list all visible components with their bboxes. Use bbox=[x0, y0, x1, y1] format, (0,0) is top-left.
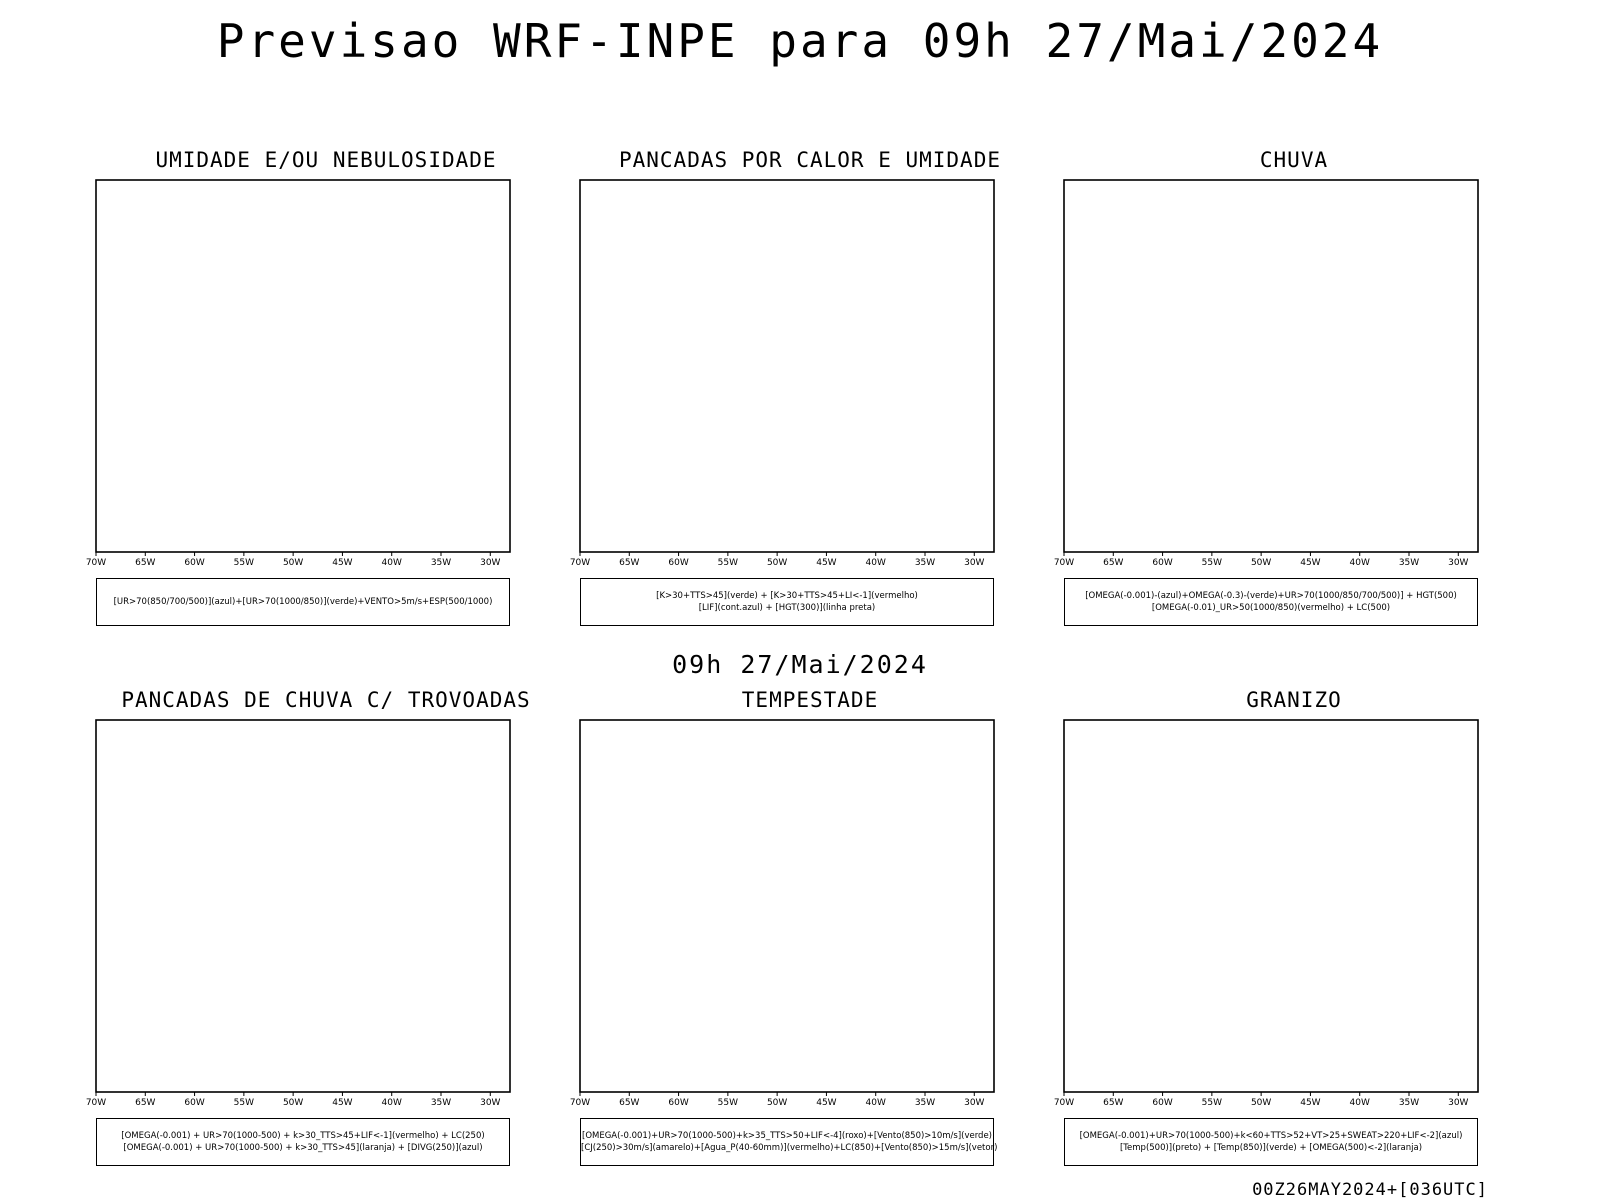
lon-tick-label: 40W bbox=[382, 1098, 402, 1108]
lon-tick-label: 45W bbox=[1300, 558, 1320, 568]
lon-tick-label: 45W bbox=[816, 1098, 836, 1108]
lon-tick-label: 60W bbox=[184, 558, 204, 568]
map-panel: GRANIZO -3-9-12-12-15-18-21-21-2791215182… bbox=[1054, 688, 1524, 1166]
lon-tick-label: 40W bbox=[382, 558, 402, 568]
main-title: Previsao WRF-INPE para 09h 27/Mai/2024 bbox=[216, 14, 1384, 68]
lon-tick-label: 65W bbox=[1103, 558, 1123, 568]
lon-tick-label: 35W bbox=[915, 1098, 935, 1108]
panel-title: GRANIZO bbox=[1246, 688, 1342, 712]
lon-tick-label: 30W bbox=[480, 558, 500, 568]
legend-line: [OMEGA(-0.01)_UR>50(1000/850)(vermelho) … bbox=[1151, 603, 1391, 613]
lon-tick-label: 60W bbox=[668, 1098, 688, 1108]
lon-tick-label: 40W bbox=[866, 558, 886, 568]
lon-tick-label: 35W bbox=[431, 1098, 451, 1108]
map-plot: 1016102010161020102010241028102810321028… bbox=[86, 179, 511, 568]
lon-tick-label: 65W bbox=[619, 1098, 639, 1108]
panel-title: PANCADAS POR CALOR E UMIDADE bbox=[618, 148, 1001, 172]
map-frame bbox=[1063, 719, 1479, 1093]
legend-line: [OMEGA(-0.001) + UR>70(1000-500) + k>30_… bbox=[121, 1131, 485, 1141]
panel-legend: [OMEGA(-0.001) + UR>70(1000-500) + k>30_… bbox=[96, 1118, 510, 1166]
panel-title: CHUVA bbox=[1259, 148, 1329, 172]
lon-tick-label: 45W bbox=[332, 1098, 352, 1108]
lon-tick-label: 55W bbox=[234, 1098, 254, 1108]
legend-line: [OMEGA(-0.001)-(azul)+OMEGA(-0.3)-(verde… bbox=[1085, 591, 1457, 601]
lon-tick-label: 65W bbox=[135, 558, 155, 568]
lon-tick-label: 70W bbox=[86, 1098, 106, 1108]
run-info: 00Z26MAY2024+[036UTC] bbox=[1252, 1180, 1488, 1200]
map-frame bbox=[1063, 179, 1479, 553]
map-plot: 40404012S15S18S21S24S27S30S33S36S39S42S7… bbox=[570, 719, 995, 1108]
map-panel: PANCADAS POR CALOR E UMIDADE 968096809680… bbox=[570, 148, 1040, 626]
lon-tick-label: 70W bbox=[570, 558, 590, 568]
lon-tick-label: 35W bbox=[1399, 558, 1419, 568]
lon-tick-label: 70W bbox=[1054, 558, 1074, 568]
map-frame bbox=[579, 179, 995, 553]
panel-legend: [K>30+TTS>45](verde) + [K>30+TTS>45+LI<-… bbox=[580, 578, 994, 626]
lon-tick-label: 55W bbox=[1202, 558, 1222, 568]
map-panel: CHUVA 58558258557957657357056756456155856… bbox=[1054, 148, 1524, 626]
lon-tick-label: 35W bbox=[431, 558, 451, 568]
lon-tick-label: 40W bbox=[1350, 1098, 1370, 1108]
lon-tick-label: 40W bbox=[1350, 558, 1370, 568]
map-panel: TEMPESTADE 40404012S15S18S21S24S27S30S33S… bbox=[570, 688, 1040, 1166]
legend-line: [OMEGA(-0.001)+UR>70(1000-500)+k>35_TTS>… bbox=[582, 1131, 992, 1141]
lon-tick-label: 30W bbox=[1448, 558, 1468, 568]
lon-tick-label: 60W bbox=[668, 558, 688, 568]
lon-tick-label: 60W bbox=[1152, 1098, 1172, 1108]
lon-tick-label: 65W bbox=[135, 1098, 155, 1108]
panel-legend: [OMEGA(-0.001)+UR>70(1000-500)+k<60+TTS>… bbox=[1064, 1118, 1478, 1166]
lon-tick-label: 50W bbox=[1251, 1098, 1271, 1108]
lon-tick-label: 60W bbox=[1152, 558, 1172, 568]
map-frame bbox=[579, 719, 995, 1093]
panel-legend: [OMEGA(-0.001)+UR>70(1000-500)+k>35_TTS>… bbox=[580, 1118, 998, 1166]
lon-tick-label: 45W bbox=[816, 558, 836, 568]
lon-tick-label: 50W bbox=[1251, 558, 1271, 568]
legend-line: [Temp(500)](preto) + [Temp(850)](verde) … bbox=[1119, 1143, 1423, 1153]
lon-tick-label: 65W bbox=[619, 558, 639, 568]
lon-tick-label: 70W bbox=[570, 1098, 590, 1108]
lon-tick-label: 55W bbox=[718, 1098, 738, 1108]
legend-line: [LIF](cont.azul) + [HGT(300)](linha pret… bbox=[698, 603, 876, 613]
map-plot: 12S15S18S21S24S27S30S33S36S39S42S70W65W6… bbox=[86, 719, 511, 1108]
lon-tick-label: 50W bbox=[283, 1098, 303, 1108]
map-plot: -3-9-12-12-15-18-21-21-279121518212412S1… bbox=[1054, 719, 1479, 1108]
lon-tick-label: 65W bbox=[1103, 1098, 1123, 1108]
lon-tick-label: 70W bbox=[1054, 1098, 1074, 1108]
panel-title: PANCADAS DE CHUVA C/ TROVOADAS bbox=[121, 688, 531, 712]
legend-line: [OMEGA(-0.001)+UR>70(1000-500)+k<60+TTS>… bbox=[1079, 1131, 1463, 1141]
map-plot: 5855825855795765735705675645615585645611… bbox=[1054, 179, 1479, 568]
lon-tick-label: 45W bbox=[1300, 1098, 1320, 1108]
panel-title: TEMPESTADE bbox=[741, 688, 879, 712]
lon-tick-label: 30W bbox=[964, 558, 984, 568]
lon-tick-label: 35W bbox=[1399, 1098, 1419, 1108]
legend-line: [CJ(250)>30m/s](amarelo)+[Agua_P(40-60mm… bbox=[581, 1143, 998, 1153]
panel-legend: [UR>70(850/700/500)](azul)+[UR>70(1000/8… bbox=[96, 578, 510, 626]
map-panel: UMIDADE E/OU NEBULOSIDADE 101610201016102… bbox=[86, 148, 556, 626]
lon-tick-label: 55W bbox=[234, 558, 254, 568]
lon-tick-label: 35W bbox=[915, 558, 935, 568]
lon-tick-label: 30W bbox=[964, 1098, 984, 1108]
lon-tick-label: 30W bbox=[1448, 1098, 1468, 1108]
map-panel: PANCADAS DE CHUVA C/ TROVOADAS12S15S18S2… bbox=[86, 688, 556, 1166]
legend-line: [OMEGA(-0.001) + UR>70(1000-500) + k>30_… bbox=[123, 1143, 483, 1153]
mid-timestamp: 09h 27/Mai/2024 bbox=[672, 650, 928, 679]
lon-tick-label: 40W bbox=[866, 1098, 886, 1108]
lon-tick-label: 50W bbox=[283, 558, 303, 568]
lon-tick-label: 60W bbox=[184, 1098, 204, 1108]
map-frame bbox=[95, 179, 511, 553]
lon-tick-label: 55W bbox=[1202, 1098, 1222, 1108]
panel-title: UMIDADE E/OU NEBULOSIDADE bbox=[155, 148, 497, 172]
lon-tick-label: 45W bbox=[332, 558, 352, 568]
panel-legend: [OMEGA(-0.001)-(azul)+OMEGA(-0.3)-(verde… bbox=[1064, 578, 1478, 626]
lon-tick-label: 50W bbox=[767, 1098, 787, 1108]
map-frame bbox=[95, 719, 511, 1093]
lon-tick-label: 30W bbox=[480, 1098, 500, 1108]
legend-line: [UR>70(850/700/500)](azul)+[UR>70(1000/8… bbox=[113, 597, 493, 607]
lon-tick-label: 50W bbox=[767, 558, 787, 568]
lon-tick-label: 55W bbox=[718, 558, 738, 568]
lon-tick-label: 70W bbox=[86, 558, 106, 568]
map-plot: 9680968096809600960095209520944094409360… bbox=[570, 179, 995, 568]
legend-line: [K>30+TTS>45](verde) + [K>30+TTS>45+LI<-… bbox=[656, 591, 918, 601]
